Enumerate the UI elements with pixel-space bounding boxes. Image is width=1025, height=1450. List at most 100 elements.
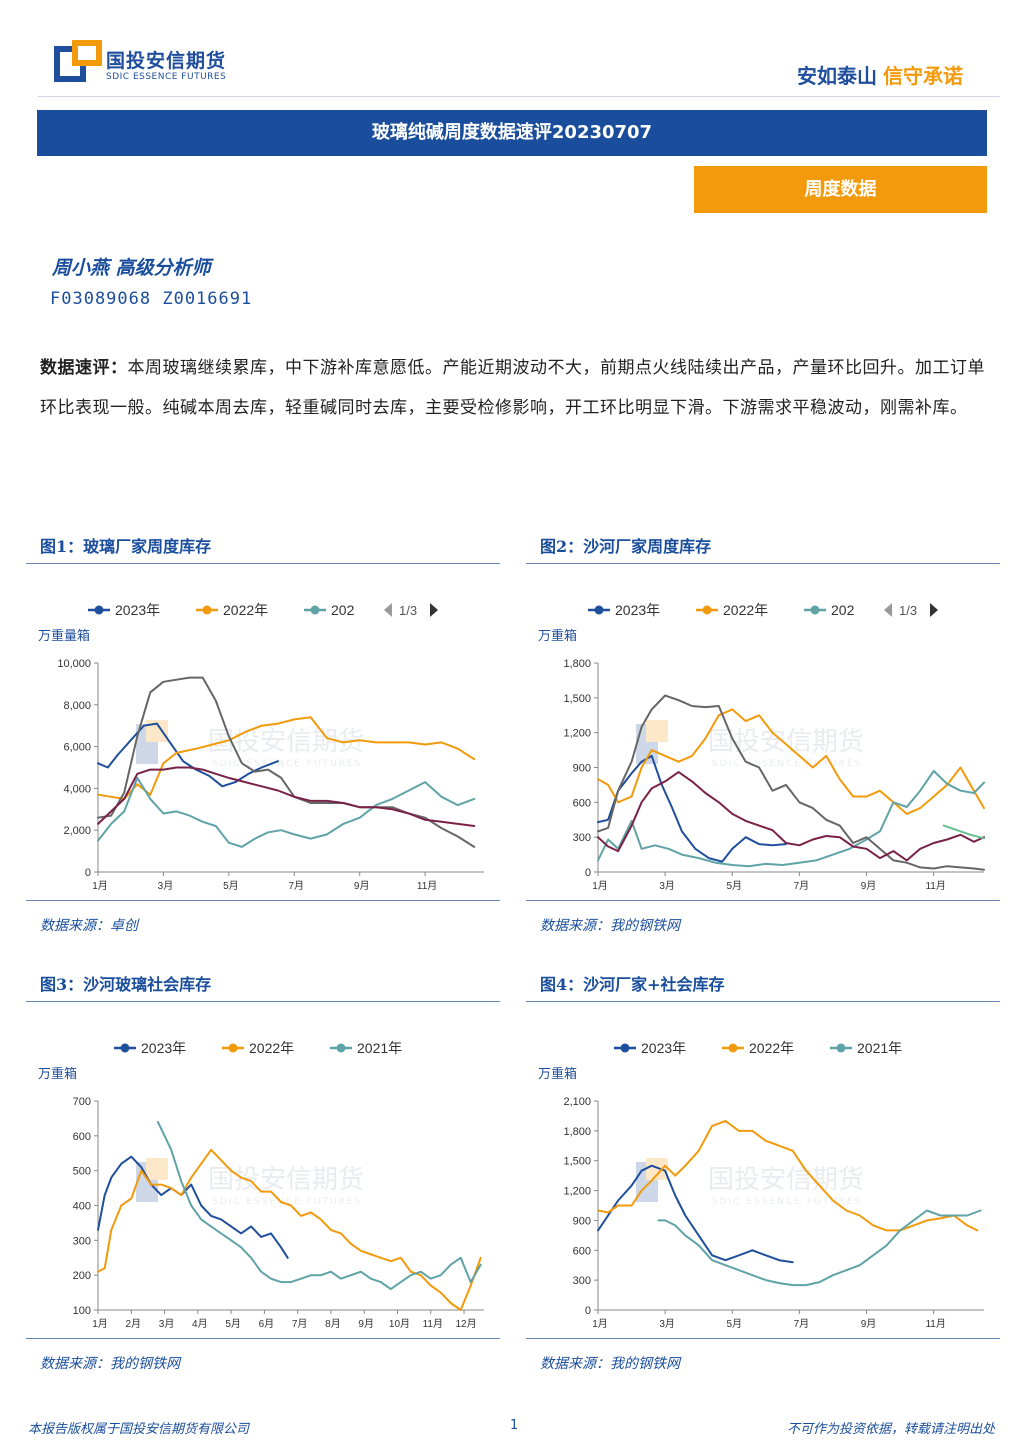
figure-4-source: 数据来源：我的钢铁网 [540,1356,680,1372]
x-tick-label: 9月 [861,880,877,892]
x-tick-label: 5月 [223,880,239,892]
y-tick-label: 1,200 [563,728,591,740]
summary-paragraph: 数据速评：本周玻璃继续累库，中下游补库意愿低。产能近期波动不大，前期点火线陆续出… [40,348,985,428]
x-tick-label: 3月 [659,880,675,892]
slogan-part-b: 信守承诺 [883,64,963,88]
figure-2-title: 图2：沙河厂家周度库存 [540,537,712,556]
series-line-5 [97,766,476,827]
x-tick-label: 11月 [423,1318,443,1330]
x-tick-label: 11月 [925,1318,945,1330]
figure-4-top-rule [526,1001,1000,1002]
axes: 0 2,000 4,000 6,000 8,000 10,000 1月 3月 5月 7月 9月 11月 [57,658,484,892]
legend-page-indicator: 1/3 [399,603,417,618]
y-axis-unit: 万重箱 [538,1066,577,1082]
y-tick-label: 500 [73,1166,91,1178]
y-tick-label: 1,500 [563,1156,591,1168]
figure-3-source: 数据来源：我的钢铁网 [40,1356,180,1372]
x-tick-label: 1月 [92,1318,108,1330]
series-line-2 [597,1119,979,1232]
summary-label: 数据速评： [40,358,128,378]
x-tick-label: 1月 [92,880,108,892]
figure-1-chart: 国投安信期货 SDIC ESSENCE FUTURES 2023年 2022年 202 1… [26,590,500,900]
chart-legend: 2023年 2022年 2021年 [114,1040,402,1056]
x-tick-label: 6月 [259,1318,275,1330]
slogan: 安如泰山 信守承诺 [797,60,963,89]
x-tick-label: 7月 [288,880,304,892]
y-tick-label: 1,200 [563,1186,591,1198]
legend-label: 2022年 [223,602,268,618]
series-line-3 [657,1209,982,1287]
x-tick-label: 10月 [389,1318,410,1330]
legend-label: 2021年 [357,1040,402,1056]
legend-label: 2023年 [615,602,660,618]
summary-text: 本周玻璃继续累库，中下游补库意愿低。产能近期波动不大，前期点火线陆续出产品，产量… [40,358,985,418]
series-line-2 [597,708,985,815]
y-tick-label: 0 [85,867,91,879]
y-tick-label: 0 [585,1305,591,1317]
chart-legend: 2023年 2022年 202 1/3 [588,602,938,618]
watermark-logo-block [146,720,168,742]
legend-marker [810,605,820,615]
watermark-logo-block [636,724,658,764]
x-tick-label: 3月 [659,1318,675,1330]
company-name: 国投安信期货 [106,50,227,72]
figure-1-title: 图1：玻璃厂家周度库存 [40,537,212,556]
y-tick-label: 600 [573,797,591,809]
y-axis-unit: 万重箱 [538,628,577,644]
figure-2-bottom-rule [526,900,1000,901]
y-tick-label: 1,800 [563,1126,591,1138]
y-tick-label: 300 [573,832,591,844]
footer-copyright: 本报告版权属于国投安信期货有限公司 [28,1422,250,1437]
legend-marker [620,1043,630,1053]
x-tick-label: 11月 [925,880,945,892]
x-tick-label: 7月 [292,1318,308,1330]
y-tick-label: 8,000 [63,700,91,712]
watermark-text-en: SDIC ESSENCE FUTURES [712,1197,862,1207]
y-tick-label: 4,000 [63,783,91,795]
legend-marker [336,1043,346,1053]
legend-label: 202 [831,602,855,618]
chart-legend: 2023年 2022年 2021年 [614,1040,902,1056]
watermark-logo-block [136,724,158,764]
y-axis-unit: 万重量箱 [38,628,90,644]
y-tick-label: 200 [73,1270,91,1282]
chart-4-svg: 国投安信期货 SDIC ESSENCE FUTURES 2023年 2022年 2021… [538,1040,984,1330]
legend-label: 2023年 [641,1040,686,1056]
watermark-text: 国投安信期货 [708,727,864,757]
company-name-en: SDIC ESSENCE FUTURES [106,72,227,82]
figure-2-source: 数据来源：我的钢铁网 [540,918,680,934]
x-tick-label: 9月 [358,1318,374,1330]
series-line-2 [97,716,476,800]
y-tick-label: 100 [73,1305,91,1317]
x-tick-label: 9月 [861,1318,877,1330]
watermark-logo-block [646,720,668,742]
axes: 0 300 600 900 1,200 1,500 1,800 1月 3月 5月 7月 9月 11月 [563,658,984,892]
x-tick-label: 7月 [794,880,810,892]
legend-label: 2022年 [749,1040,794,1056]
figure-2-chart: 国投安信期货 SDIC ESSENCE FUTURES 2023年 2022年 202 1… [526,590,1000,900]
chart-legend: 2023年 2022年 202 1/3 [88,602,438,618]
footer-page-number: 1 [510,1418,519,1433]
figure-2-top-rule [526,563,1000,564]
figure-4-chart: 国投安信期货 SDIC ESSENCE FUTURES 2023年 2022年 2021… [526,1028,1000,1338]
series-line-1 [97,722,279,788]
figure-1-bottom-rule [26,900,500,901]
x-tick-label: 5月 [726,1318,742,1330]
legend-label: 202 [331,602,355,618]
figure-3-chart: 国投安信期货 SDIC ESSENCE FUTURES 2023年 2022年 2021… [26,1028,500,1338]
figure-1-top-rule [26,563,500,564]
axes: 0 300 600 900 1,200 1,500 1,800 2,100 1月 3月 5月 7月 9月… [563,1096,984,1330]
legend-prev-icon [884,603,892,617]
x-tick-label: 3月 [158,880,174,892]
header-divider [38,96,1000,97]
series-line-3 [156,1120,482,1291]
figure-4-title: 图4：沙河厂家+社会库存 [540,975,725,994]
watermark-logo-block [646,1158,668,1180]
legend-marker [836,1043,846,1053]
watermark-text: 国投安信期货 [208,1165,364,1195]
watermark-text-en: SDIC ESSENCE FUTURES [212,759,362,769]
series-line-3 [97,776,476,848]
watermark: 国投安信期货 SDIC ESSENCE FUTURES [136,1158,364,1207]
watermark-text-en: SDIC ESSENCE FUTURES [212,1197,362,1207]
